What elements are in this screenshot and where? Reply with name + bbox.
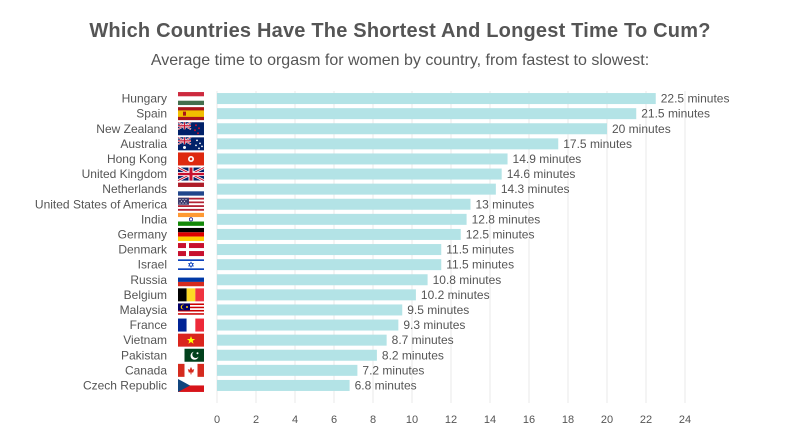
x-tick-label: 8 [370, 414, 376, 426]
value-label: 14.3 minutes [501, 182, 570, 196]
chart-title: Which Countries Have The Shortest And Lo… [89, 20, 711, 42]
value-label: 21.5 minutes [641, 107, 710, 121]
value-label: 12.8 minutes [472, 212, 541, 226]
bar [217, 349, 377, 361]
category-label: Malaysia [120, 303, 168, 317]
flag-netherlands-icon [178, 182, 204, 196]
category-label: Russia [130, 273, 167, 287]
flag-canada-icon [178, 363, 204, 377]
category-label: Germany [118, 227, 167, 241]
x-tick-label: 12 [445, 414, 457, 426]
x-tick-label: 4 [292, 414, 298, 426]
flag-vietnam-icon [178, 333, 204, 347]
x-tick-label: 16 [523, 414, 535, 426]
bar [217, 123, 607, 135]
value-label: 14.9 minutes [513, 152, 582, 166]
value-label: 7.2 minutes [362, 363, 424, 377]
value-label: 14.6 minutes [507, 167, 576, 181]
flag-usa-icon [178, 197, 204, 211]
flag-germany-icon [178, 227, 204, 241]
value-label: 11.5 minutes [446, 243, 514, 257]
flag-australia-icon [177, 136, 204, 151]
chart-subtitle: Average time to orgasm for women by coun… [150, 52, 650, 69]
value-label: 20 minutes [612, 122, 671, 136]
flag-israel-icon [178, 258, 204, 272]
x-tick-label: 22 [640, 414, 652, 426]
bar [217, 334, 387, 346]
value-label: 12.5 minutes [466, 227, 535, 241]
flag-france-icon [178, 318, 204, 332]
category-label: New Zealand [96, 122, 167, 136]
flag-india-icon [178, 212, 204, 226]
flag-malaysia-icon [178, 303, 204, 317]
flag-hungary-icon [178, 92, 204, 106]
value-label: 22.5 minutes [661, 92, 730, 106]
category-label: United States of America [35, 197, 167, 211]
bar [217, 289, 416, 301]
value-label: 13 minutes [476, 197, 535, 211]
bar [217, 244, 442, 256]
x-tick-label: 14 [484, 414, 496, 426]
category-label: Pakistan [121, 348, 167, 362]
bar [217, 274, 428, 286]
bar [217, 364, 358, 376]
value-label: 10.8 minutes [433, 273, 502, 287]
flag-russia-icon [178, 273, 204, 287]
flag-spain-icon [178, 107, 204, 121]
bar [217, 198, 471, 210]
category-label: Belgium [124, 288, 167, 302]
bar [217, 168, 502, 180]
x-tick-label: 10 [406, 414, 418, 426]
bar [217, 259, 442, 271]
flag-czech-republic-icon [178, 378, 204, 392]
category-label: Australia [120, 137, 167, 151]
category-label: Hungary [122, 92, 167, 106]
bar [217, 93, 656, 105]
value-label: 17.5 minutes [563, 137, 632, 151]
category-label: Netherlands [102, 182, 167, 196]
category-label: India [141, 212, 167, 226]
bar [217, 319, 399, 331]
bar [217, 379, 350, 391]
value-label: 9.3 minutes [403, 318, 465, 332]
bar [217, 153, 508, 165]
category-label: Czech Republic [83, 378, 167, 392]
x-tick-label: 6 [331, 414, 337, 426]
x-tick-label: 18 [562, 414, 574, 426]
flag-new-zealand-icon [177, 121, 204, 136]
category-label: Israel [138, 258, 167, 272]
bar [217, 213, 467, 225]
category-label: United Kingdom [82, 167, 167, 181]
category-label: France [130, 318, 168, 332]
x-tick-label: 0 [214, 414, 220, 426]
flag-belgium-icon [178, 288, 204, 302]
flag-pakistan-icon [178, 348, 204, 362]
value-label: 8.2 minutes [382, 348, 444, 362]
x-tick-label: 24 [679, 414, 691, 426]
flag-hong-kong-icon [178, 152, 204, 166]
x-tick-label: 20 [601, 414, 613, 426]
value-label: 6.8 minutes [355, 378, 417, 392]
category-label: Canada [125, 363, 167, 377]
flag-denmark-icon [178, 243, 204, 257]
bar [217, 183, 496, 195]
value-label: 8.7 minutes [392, 333, 454, 347]
category-label: Hong Kong [107, 152, 167, 166]
bar [217, 228, 461, 240]
value-label: 9.5 minutes [407, 303, 469, 317]
flag-united-kingdom-icon [177, 166, 205, 182]
x-tick-label: 2 [253, 414, 259, 426]
bar [217, 304, 403, 316]
category-label: Denmark [118, 243, 168, 257]
value-label: 11.5 minutes [446, 258, 514, 272]
value-label: 10.2 minutes [421, 288, 490, 302]
category-label: Vietnam [123, 333, 167, 347]
bar [217, 138, 559, 150]
category-label: Spain [136, 107, 167, 121]
bar [217, 108, 637, 120]
